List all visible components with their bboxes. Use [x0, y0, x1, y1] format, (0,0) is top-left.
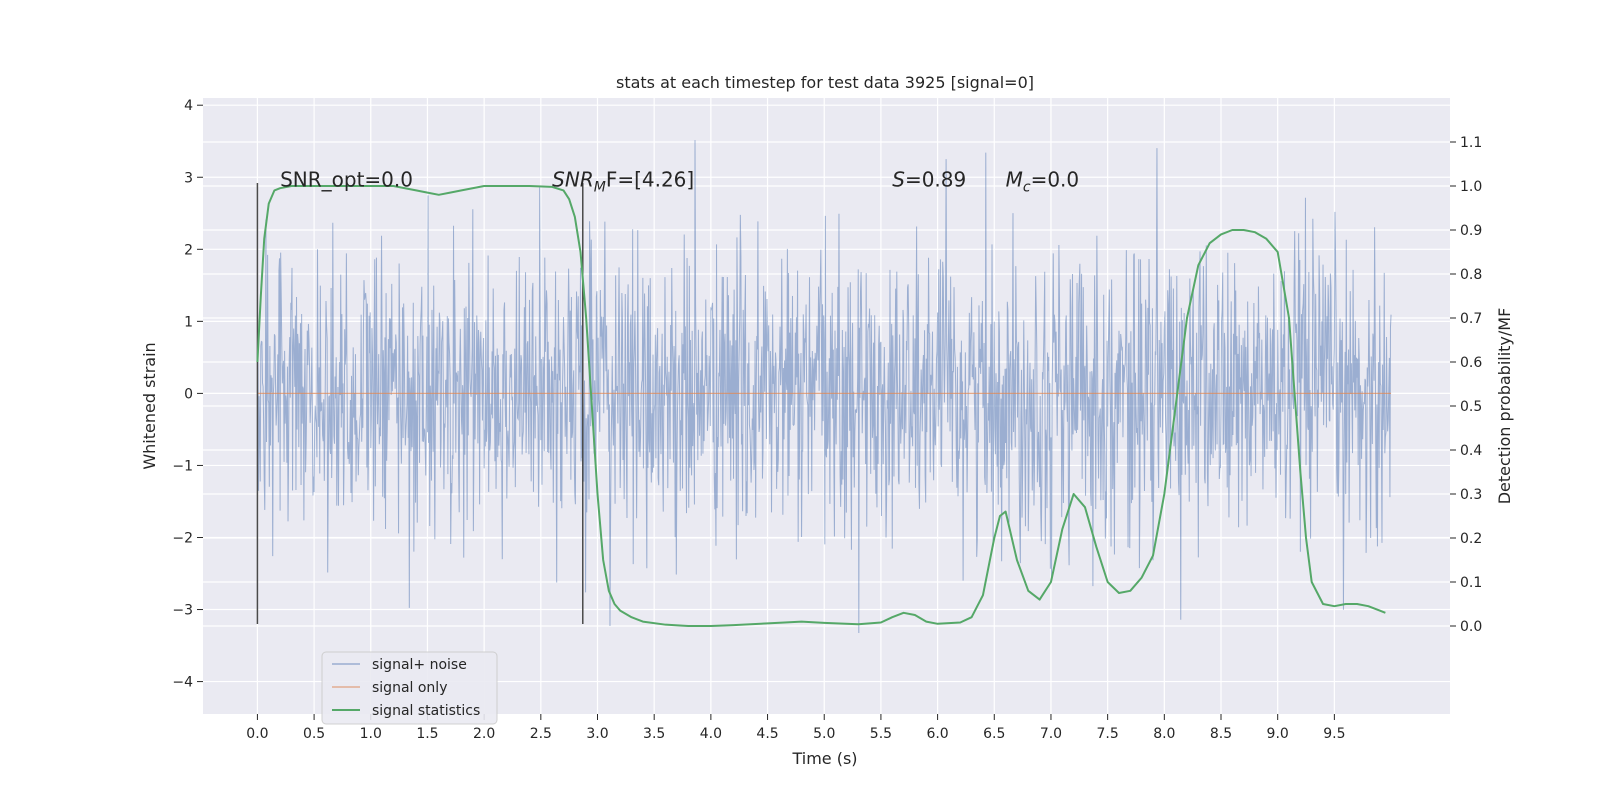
- annotations: SNR_opt=0.0 SNRMF=[4.26] S=0.89 Mc=0.0: [280, 167, 1079, 195]
- x-axis-ticks: 0.0 0.5 1.0 1.5 2.0 2.5 3.0 3.5 4.0 4.5 5.0 5.5 6.0 6…: [246, 714, 1346, 742]
- left-tick-label: −4: [172, 675, 193, 691]
- annotation-text: SNR_opt=0.0: [280, 167, 413, 191]
- right-tick-label: 0.5: [1460, 399, 1482, 415]
- y-axis-label: Whitened strain: [140, 342, 159, 469]
- x-tick-label: 9.0: [1267, 726, 1289, 742]
- x-tick-label: 5.5: [870, 726, 892, 742]
- x-tick-label: 5.0: [813, 726, 835, 742]
- annotation-part: F=[4.26]: [606, 167, 694, 191]
- annotation-part: M: [1006, 167, 1023, 191]
- annotation-text: SNRMF=[4.26]: [552, 167, 694, 195]
- x-tick-label: 3.5: [643, 726, 665, 742]
- x-tick-label: 2.0: [473, 726, 495, 742]
- annotation-text: Mc=0.0: [1006, 167, 1080, 195]
- signal-statistics-series: [256, 185, 1386, 627]
- x-tick-label: 8.0: [1153, 726, 1175, 742]
- annotation-part: SNR_opt=0.0: [280, 167, 413, 191]
- left-tick-label: 1: [184, 314, 193, 330]
- right-axis-ticks: 0.0 0.1 0.2 0.3 0.4 0.5 0.6 0.7 0.8 0.9 1.0 1.1: [1450, 135, 1482, 635]
- annotation-text: S=0.89: [892, 167, 966, 191]
- right-tick-label: 0.8: [1460, 267, 1482, 283]
- left-tick-label: 3: [184, 170, 193, 186]
- legend-label-stats: signal statistics: [372, 703, 480, 719]
- x-tick-label: 2.5: [530, 726, 552, 742]
- signal-plus-noise-series: [256, 140, 1392, 634]
- chart-title: stats at each timestep for test data 392…: [616, 73, 1034, 92]
- left-tick-label: −2: [172, 530, 193, 546]
- signal-statistics-line: [256, 185, 1386, 627]
- right-tick-label: 1.0: [1460, 179, 1482, 195]
- x-tick-label: 7.0: [1040, 726, 1062, 742]
- right-tick-label: 0.2: [1460, 531, 1482, 547]
- annotation-part: =0.0: [1031, 167, 1080, 191]
- annotation-part: c: [1023, 179, 1031, 195]
- x-tick-label: 3.0: [586, 726, 608, 742]
- left-axis-ticks: 4 3 2 1 0 −1 −2 −3 −4: [172, 98, 203, 691]
- x-tick-label: 7.5: [1097, 726, 1119, 742]
- left-tick-label: 2: [184, 242, 193, 258]
- x-axis-label: Time (s): [791, 749, 857, 768]
- right-tick-label: 0.7: [1460, 311, 1482, 327]
- x-tick-label: 0.5: [303, 726, 325, 742]
- x-tick-label: 8.5: [1210, 726, 1232, 742]
- annotation-part: SNR: [552, 167, 594, 191]
- annotation-part: =0.89: [905, 167, 966, 191]
- x-tick-label: 0.0: [246, 726, 268, 742]
- legend-label-signal: signal only: [372, 680, 447, 696]
- x-tick-label: 6.0: [926, 726, 948, 742]
- x-tick-label: 9.5: [1323, 726, 1345, 742]
- left-tick-label: 0: [184, 386, 193, 402]
- left-tick-label: −3: [172, 603, 193, 619]
- left-tick-label: 4: [184, 98, 193, 114]
- right-tick-label: 0.1: [1460, 575, 1482, 591]
- x-tick-label: 4.0: [700, 726, 722, 742]
- signal-plus-noise-line: [256, 140, 1392, 634]
- annotation-part: S: [892, 167, 905, 191]
- legend-label-noise: signal+ noise: [372, 657, 467, 673]
- annotation-part: M: [594, 179, 606, 195]
- vertical-lines: [256, 183, 584, 624]
- right-tick-label: 0.4: [1460, 443, 1482, 459]
- right-tick-label: 0.0: [1460, 619, 1482, 635]
- x-tick-label: 1.5: [416, 726, 438, 742]
- legend-box: [321, 651, 498, 725]
- x-tick-label: 6.5: [983, 726, 1005, 742]
- right-tick-label: 0.6: [1460, 355, 1482, 371]
- left-tick-label: −1: [172, 458, 193, 474]
- x-tick-label: 1.0: [360, 726, 382, 742]
- right-tick-label: 0.3: [1460, 487, 1482, 503]
- right-tick-label: 0.9: [1460, 223, 1482, 239]
- right-tick-label: 1.1: [1460, 135, 1482, 151]
- x-tick-label: 4.5: [756, 726, 778, 742]
- y-axis-label-right: Detection probability/MF: [1495, 308, 1514, 505]
- legend: signal+ noise signal only signal statist…: [321, 651, 498, 725]
